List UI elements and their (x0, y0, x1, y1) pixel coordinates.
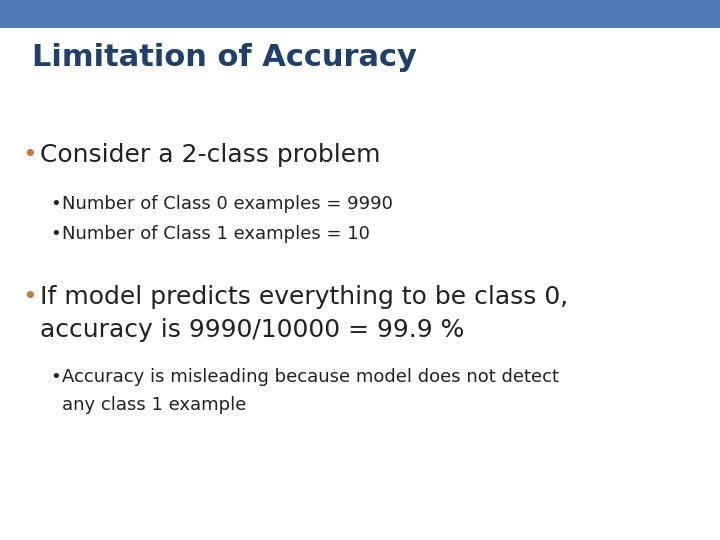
Bar (0, 0, 720, 28)
Text: Limitation of Accuracy: Limitation of Accuracy (32, 43, 417, 72)
Text: Number of Class 1 examples = 10: Number of Class 1 examples = 10 (62, 225, 370, 243)
Text: •: • (50, 225, 60, 243)
Text: Number of Class 0 examples = 9990: Number of Class 0 examples = 9990 (62, 195, 393, 213)
Text: •: • (22, 285, 37, 309)
Text: Accuracy is misleading because model does not detect: Accuracy is misleading because model doe… (62, 368, 559, 386)
Text: •: • (22, 143, 37, 167)
Text: •: • (50, 195, 60, 213)
Text: any class 1 example: any class 1 example (62, 396, 246, 414)
Text: If model predicts everything to be class 0,: If model predicts everything to be class… (40, 285, 568, 309)
Text: Consider a 2-class problem: Consider a 2-class problem (40, 143, 380, 167)
Text: •: • (50, 368, 60, 386)
Text: accuracy is 9990/10000 = 99.9 %: accuracy is 9990/10000 = 99.9 % (40, 318, 464, 342)
